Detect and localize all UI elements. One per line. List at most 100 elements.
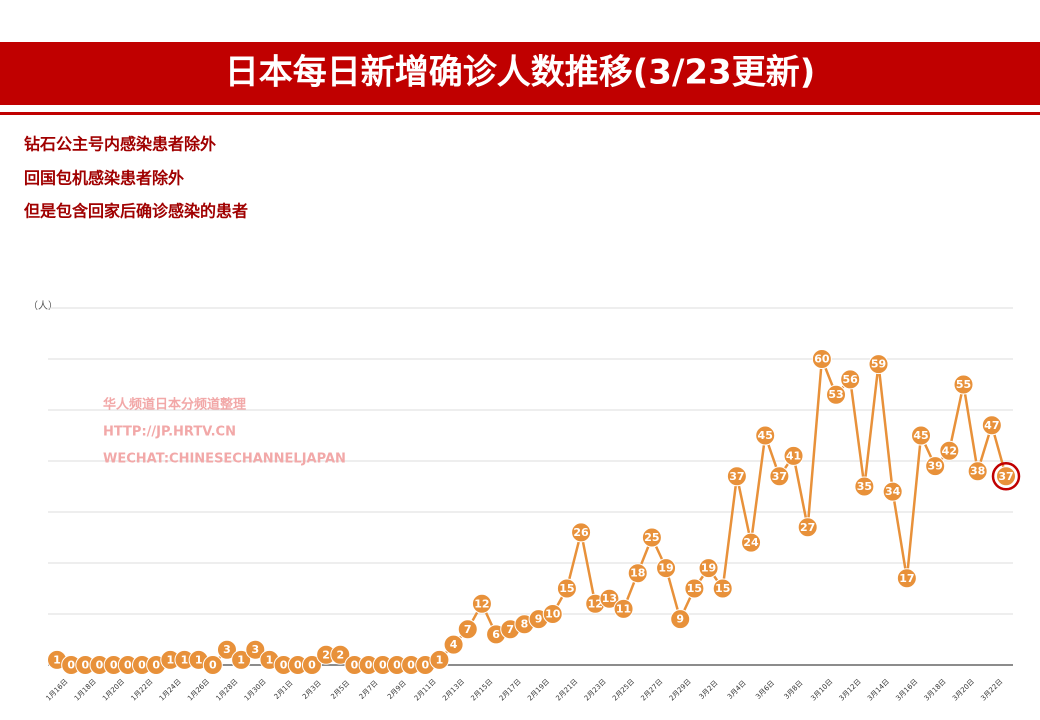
- data-point: [216, 639, 237, 660]
- data-point: [840, 369, 861, 390]
- data-label: 12: [588, 597, 603, 610]
- data-label: 59: [871, 358, 886, 371]
- data-label: 0: [67, 659, 75, 672]
- data-label: 0: [209, 659, 217, 672]
- data-label: 55: [956, 378, 971, 391]
- data-point: [627, 563, 648, 584]
- data-label: 0: [138, 659, 146, 672]
- data-label: 17: [899, 572, 914, 585]
- data-point: [911, 425, 932, 446]
- x-tick-label: 3月4日: [726, 679, 748, 701]
- data-label: 0: [379, 659, 387, 672]
- data-label: 18: [630, 567, 645, 580]
- x-tick-label: 2月5日: [329, 679, 351, 701]
- data-point: [854, 476, 875, 497]
- x-tick-label: 3月20日: [951, 677, 976, 702]
- x-tick-label: 2月1日: [273, 679, 295, 701]
- x-tick-label: 1月30日: [243, 677, 268, 702]
- data-label: 26: [573, 526, 589, 539]
- data-label: 47: [984, 419, 999, 432]
- chart-title: 日本每日新增确诊人数推移(3/23更新): [225, 53, 815, 93]
- x-tick-label: 3月18日: [923, 677, 948, 702]
- data-point: [471, 593, 492, 614]
- x-tick-label: 1月22日: [129, 677, 154, 702]
- data-point: [967, 461, 988, 482]
- data-label: 3: [223, 643, 231, 656]
- data-label: 0: [421, 659, 429, 672]
- data-label: 15: [687, 582, 702, 595]
- data-label: 37: [772, 470, 787, 483]
- data-point: [684, 578, 705, 599]
- data-point: [670, 609, 691, 630]
- highlight-ring: [991, 462, 1021, 491]
- data-point: [741, 532, 762, 553]
- data-label: 41: [786, 449, 801, 462]
- note: 钻石公主号内感染患者除外: [24, 135, 216, 154]
- data-label: 0: [110, 659, 118, 672]
- data-label: 60: [814, 353, 830, 366]
- data-label: 39: [928, 460, 943, 473]
- data-label: 0: [82, 659, 90, 672]
- data-label: 1: [181, 653, 189, 666]
- note: 回国包机感染患者除外: [24, 169, 184, 188]
- data-label: 53: [828, 388, 843, 401]
- data-label: 0: [393, 659, 401, 672]
- x-tick-label: 2月11日: [413, 677, 438, 702]
- x-tick-label: 2月3日: [301, 679, 323, 701]
- x-tick-label: 2月19日: [526, 677, 551, 702]
- data-point: [231, 649, 252, 670]
- data-label: 19: [701, 562, 716, 575]
- data-label: 12: [474, 597, 489, 610]
- data-point: [457, 619, 478, 640]
- x-tick-label: 3月6日: [754, 679, 776, 701]
- data-point: [797, 517, 818, 538]
- data-label: 42: [942, 444, 957, 457]
- data-label: 0: [124, 659, 132, 672]
- title-rule: [0, 112, 1040, 115]
- data-label: 8: [521, 618, 529, 631]
- x-tick-label: 1月26日: [186, 677, 211, 702]
- x-tick-label: 2月25日: [611, 677, 636, 702]
- x-tick-label: 1月20日: [101, 677, 126, 702]
- data-label: 4: [450, 638, 458, 651]
- data-label: 15: [559, 582, 574, 595]
- data-label: 35: [857, 480, 872, 493]
- data-point: [755, 425, 776, 446]
- data-label: 7: [506, 623, 514, 636]
- data-point: [769, 466, 790, 487]
- data-point: [613, 598, 634, 619]
- x-tick-label: 3月2日: [698, 679, 720, 701]
- data-label: 27: [800, 521, 815, 534]
- x-tick-label: 1月18日: [73, 677, 98, 702]
- x-tick-label: 2月9日: [386, 679, 408, 701]
- data-label: 24: [743, 536, 759, 549]
- data-label: 56: [843, 373, 859, 386]
- data-label: 34: [885, 485, 901, 498]
- data-point: [939, 440, 960, 461]
- title-bar: [0, 42, 1040, 105]
- data-point: [202, 655, 223, 675]
- data-label: 13: [602, 592, 617, 605]
- x-tick-label: 3月22日: [979, 677, 1004, 702]
- data-point: [245, 639, 266, 660]
- x-tick-label: 3月16日: [894, 677, 919, 702]
- data-point: [996, 466, 1016, 487]
- data-point: [443, 634, 464, 655]
- x-tick-label: 3月12日: [838, 677, 863, 702]
- x-tick-label: 1月24日: [158, 677, 183, 702]
- data-point: [726, 466, 747, 487]
- data-point: [896, 568, 917, 589]
- data-label: 3: [251, 643, 259, 656]
- data-point: [656, 558, 677, 579]
- data-label: 11: [616, 602, 631, 615]
- data-label: 2: [322, 648, 330, 661]
- data-point: [882, 481, 903, 502]
- x-tick-label: 2月7日: [358, 679, 380, 701]
- data-point: [868, 354, 889, 375]
- data-point: [981, 415, 1002, 436]
- data-label: 7: [464, 623, 472, 636]
- data-label: 38: [970, 465, 985, 478]
- x-tick-label: 3月14日: [866, 677, 891, 702]
- x-tick-label: 2月29日: [668, 677, 693, 702]
